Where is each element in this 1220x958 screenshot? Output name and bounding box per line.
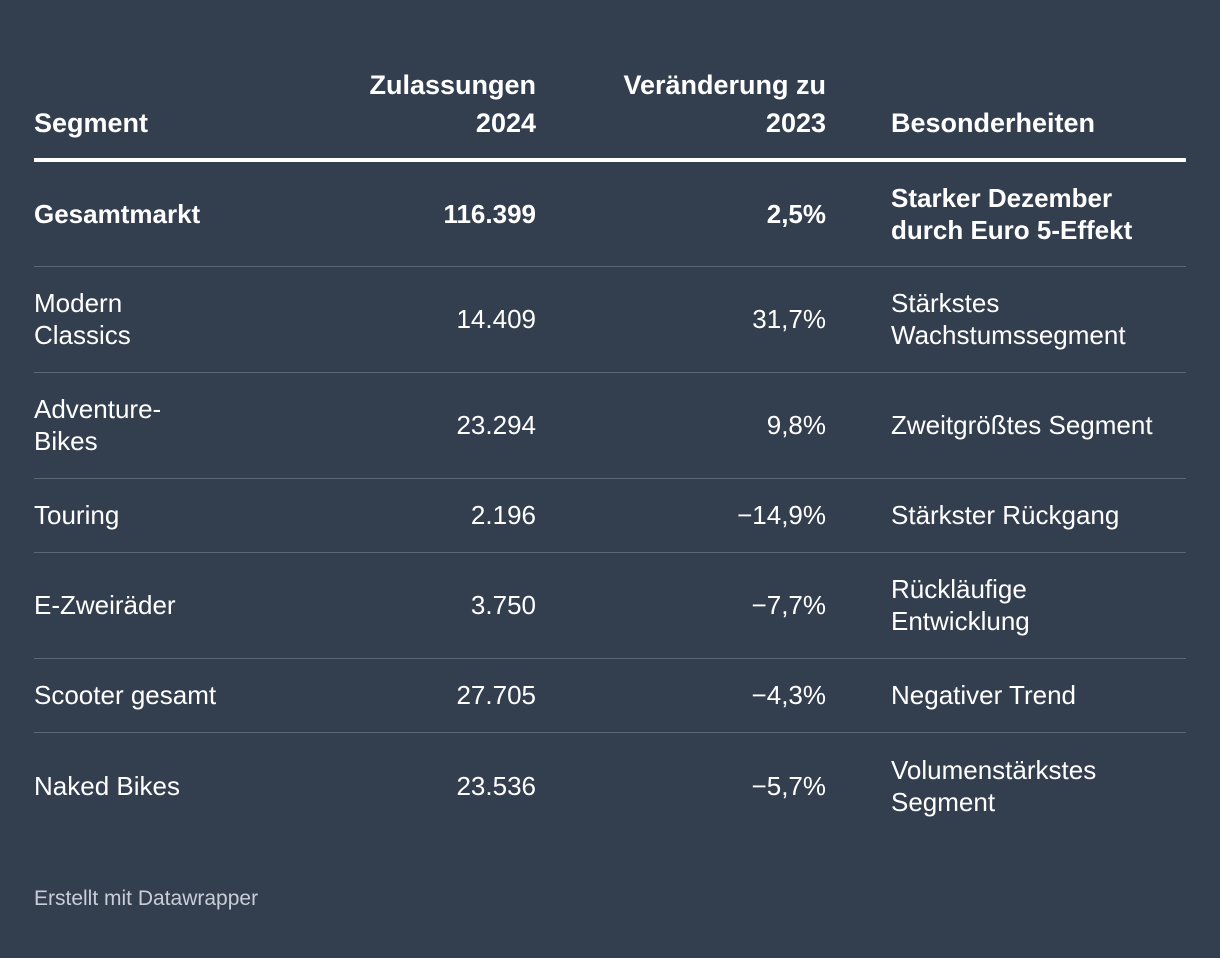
cell-note: Negativer Trend [826, 658, 1186, 733]
data-table: Segment Zulassungen 2024 Veränderung zu 20… [34, 66, 1186, 840]
table-row: Naked Bikes 23.536 −5,7% Volumenstärkste… [34, 732, 1186, 840]
cell-change: 2,5% [536, 160, 826, 267]
table-row: Touring 2.196 −14,9% Stärkster Rückgang [34, 478, 1186, 553]
table-row: Gesamtmarkt 116.399 2,5% Starker Dezembe… [34, 160, 1186, 267]
cell-change: 31,7% [536, 266, 826, 373]
cell-change: −4,3% [536, 658, 826, 733]
cell-value: 3.750 [284, 552, 536, 659]
cell-value: 23.536 [456, 771, 536, 802]
table-row: Scooter gesamt 27.705 −4,3% Negativer Tr… [34, 658, 1186, 733]
cell-segment: Gesamtmarkt [34, 160, 284, 267]
table-row: Adventure- Bikes 23.294 9,8% Zweitgrößtes… [34, 372, 1186, 479]
cell-note: Stärkstes Wachstumssegment [826, 266, 1186, 373]
cell-segment: Modern Classics [34, 266, 284, 373]
footer-credit[interactable]: Erstellt mit Datawrapper [34, 887, 259, 910]
cell-segment: Touring [34, 478, 284, 553]
cell-value: 27.705 [284, 658, 536, 733]
cell-change: 9,8% [536, 372, 826, 479]
header-notes[interactable]: Besonderheiten [826, 66, 1186, 162]
cell-value: 2.196 [284, 478, 536, 553]
header-change[interactable]: Veränderung zu 2023 [536, 66, 826, 162]
cell-value: 23.294 [284, 372, 536, 479]
header-row: Segment Zulassungen 2024 Veränderung zu 20… [34, 66, 1186, 162]
cell-segment: Naked Bikes [34, 771, 180, 802]
cell-segment: E-Zweiräder [34, 552, 284, 659]
cell-segment: Adventure- Bikes [34, 372, 284, 479]
header-registrations[interactable]: Zulassungen 2024 [284, 66, 536, 162]
cell-note: Starker Dezember durch Euro 5-Effekt [826, 160, 1186, 267]
cell-value: 14.409 [284, 266, 536, 373]
table-container: Segment Zulassungen 2024 Veränderung zu 20… [34, 66, 1186, 840]
table-row: Modern Classics 14.409 31,7% Stärkstes Wac… [34, 266, 1186, 373]
cell-note: Rückläufige Entwicklung [826, 552, 1186, 659]
cell-segment: Scooter gesamt [34, 658, 284, 733]
cell-note: Stärkster Rückgang [826, 478, 1186, 553]
table-row: E-Zweiräder 3.750 −7,7% Rückläufige Entwi… [34, 552, 1186, 659]
cell-change: −7,7% [536, 552, 826, 659]
header-segment[interactable]: Segment [34, 66, 284, 162]
cell-note: Volumenstärkstes Segment [891, 755, 1097, 818]
cell-value: 116.399 [284, 160, 536, 267]
cell-note: Zweitgrößtes Segment [826, 372, 1186, 479]
cell-change: −5,7% [751, 771, 826, 802]
cell-change: −14,9% [536, 478, 826, 553]
